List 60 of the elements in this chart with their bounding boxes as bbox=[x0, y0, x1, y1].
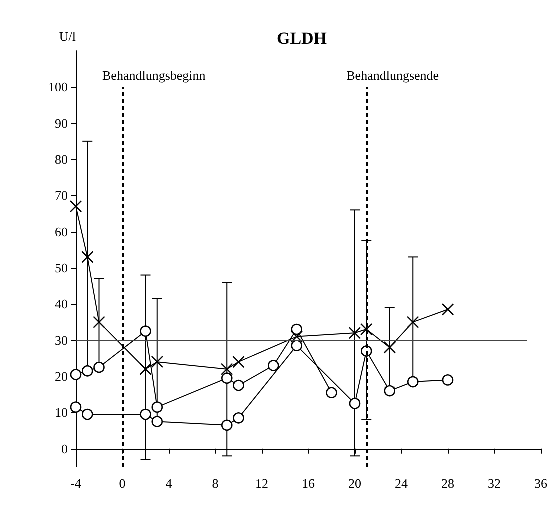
x-tick-label: 8 bbox=[212, 476, 219, 491]
point bbox=[291, 340, 303, 352]
point bbox=[151, 356, 164, 368]
point bbox=[221, 372, 233, 384]
point bbox=[221, 420, 233, 432]
point bbox=[442, 303, 454, 316]
x-tick-label: 32 bbox=[488, 476, 501, 491]
point bbox=[70, 200, 82, 213]
point bbox=[82, 365, 94, 377]
y-tick-label: 100 bbox=[48, 80, 68, 95]
point bbox=[442, 374, 454, 386]
point bbox=[406, 316, 420, 328]
y-tick-label: 10 bbox=[55, 405, 68, 420]
point bbox=[82, 408, 94, 420]
point bbox=[93, 316, 106, 328]
point bbox=[70, 369, 82, 380]
point bbox=[360, 323, 373, 336]
y-tick-label: 90 bbox=[55, 116, 68, 131]
point bbox=[152, 416, 164, 428]
x-tick-label: 36 bbox=[534, 476, 548, 491]
point bbox=[140, 408, 152, 420]
point bbox=[407, 376, 419, 388]
point bbox=[291, 324, 303, 336]
point bbox=[70, 402, 82, 413]
point bbox=[326, 387, 338, 398]
y-tick-label: 30 bbox=[55, 332, 68, 348]
point bbox=[233, 412, 244, 424]
point bbox=[384, 341, 396, 354]
ref-line-label: Behandlungsende bbox=[346, 68, 440, 84]
x-tick-label: 4 bbox=[166, 476, 173, 491]
point bbox=[233, 380, 244, 392]
chart-title: GLDH bbox=[276, 29, 328, 48]
point bbox=[348, 327, 362, 340]
point bbox=[384, 385, 396, 397]
y-axis-title: U/l bbox=[59, 29, 76, 44]
y-tick-label: 60 bbox=[55, 224, 68, 240]
x-tick-label: 24 bbox=[395, 476, 408, 491]
x-tick-label: 0 bbox=[119, 476, 126, 491]
y-tick-label: 70 bbox=[55, 188, 68, 204]
x-tick-label: 20 bbox=[348, 476, 362, 491]
point bbox=[220, 363, 234, 376]
y-tick-label: 40 bbox=[55, 296, 68, 312]
point bbox=[232, 356, 245, 368]
y-tick-label: 0 bbox=[62, 441, 68, 456]
point bbox=[349, 398, 361, 410]
x-tick-label: 16 bbox=[302, 476, 316, 491]
x-tick-label: -4 bbox=[70, 476, 82, 491]
point bbox=[140, 326, 152, 337]
x-tick-label: 28 bbox=[442, 476, 454, 491]
y-tick-label: 50 bbox=[55, 260, 68, 276]
ref-line-label: Behandlungsbeginn bbox=[102, 68, 206, 84]
point bbox=[290, 330, 304, 343]
point bbox=[152, 402, 164, 413]
x-tick-label: 12 bbox=[256, 476, 268, 491]
point bbox=[140, 363, 152, 376]
y-tick-label: 20 bbox=[55, 369, 68, 384]
point bbox=[268, 360, 280, 372]
point bbox=[81, 251, 94, 264]
point bbox=[94, 362, 105, 374]
y-tick-label: 80 bbox=[55, 152, 68, 168]
